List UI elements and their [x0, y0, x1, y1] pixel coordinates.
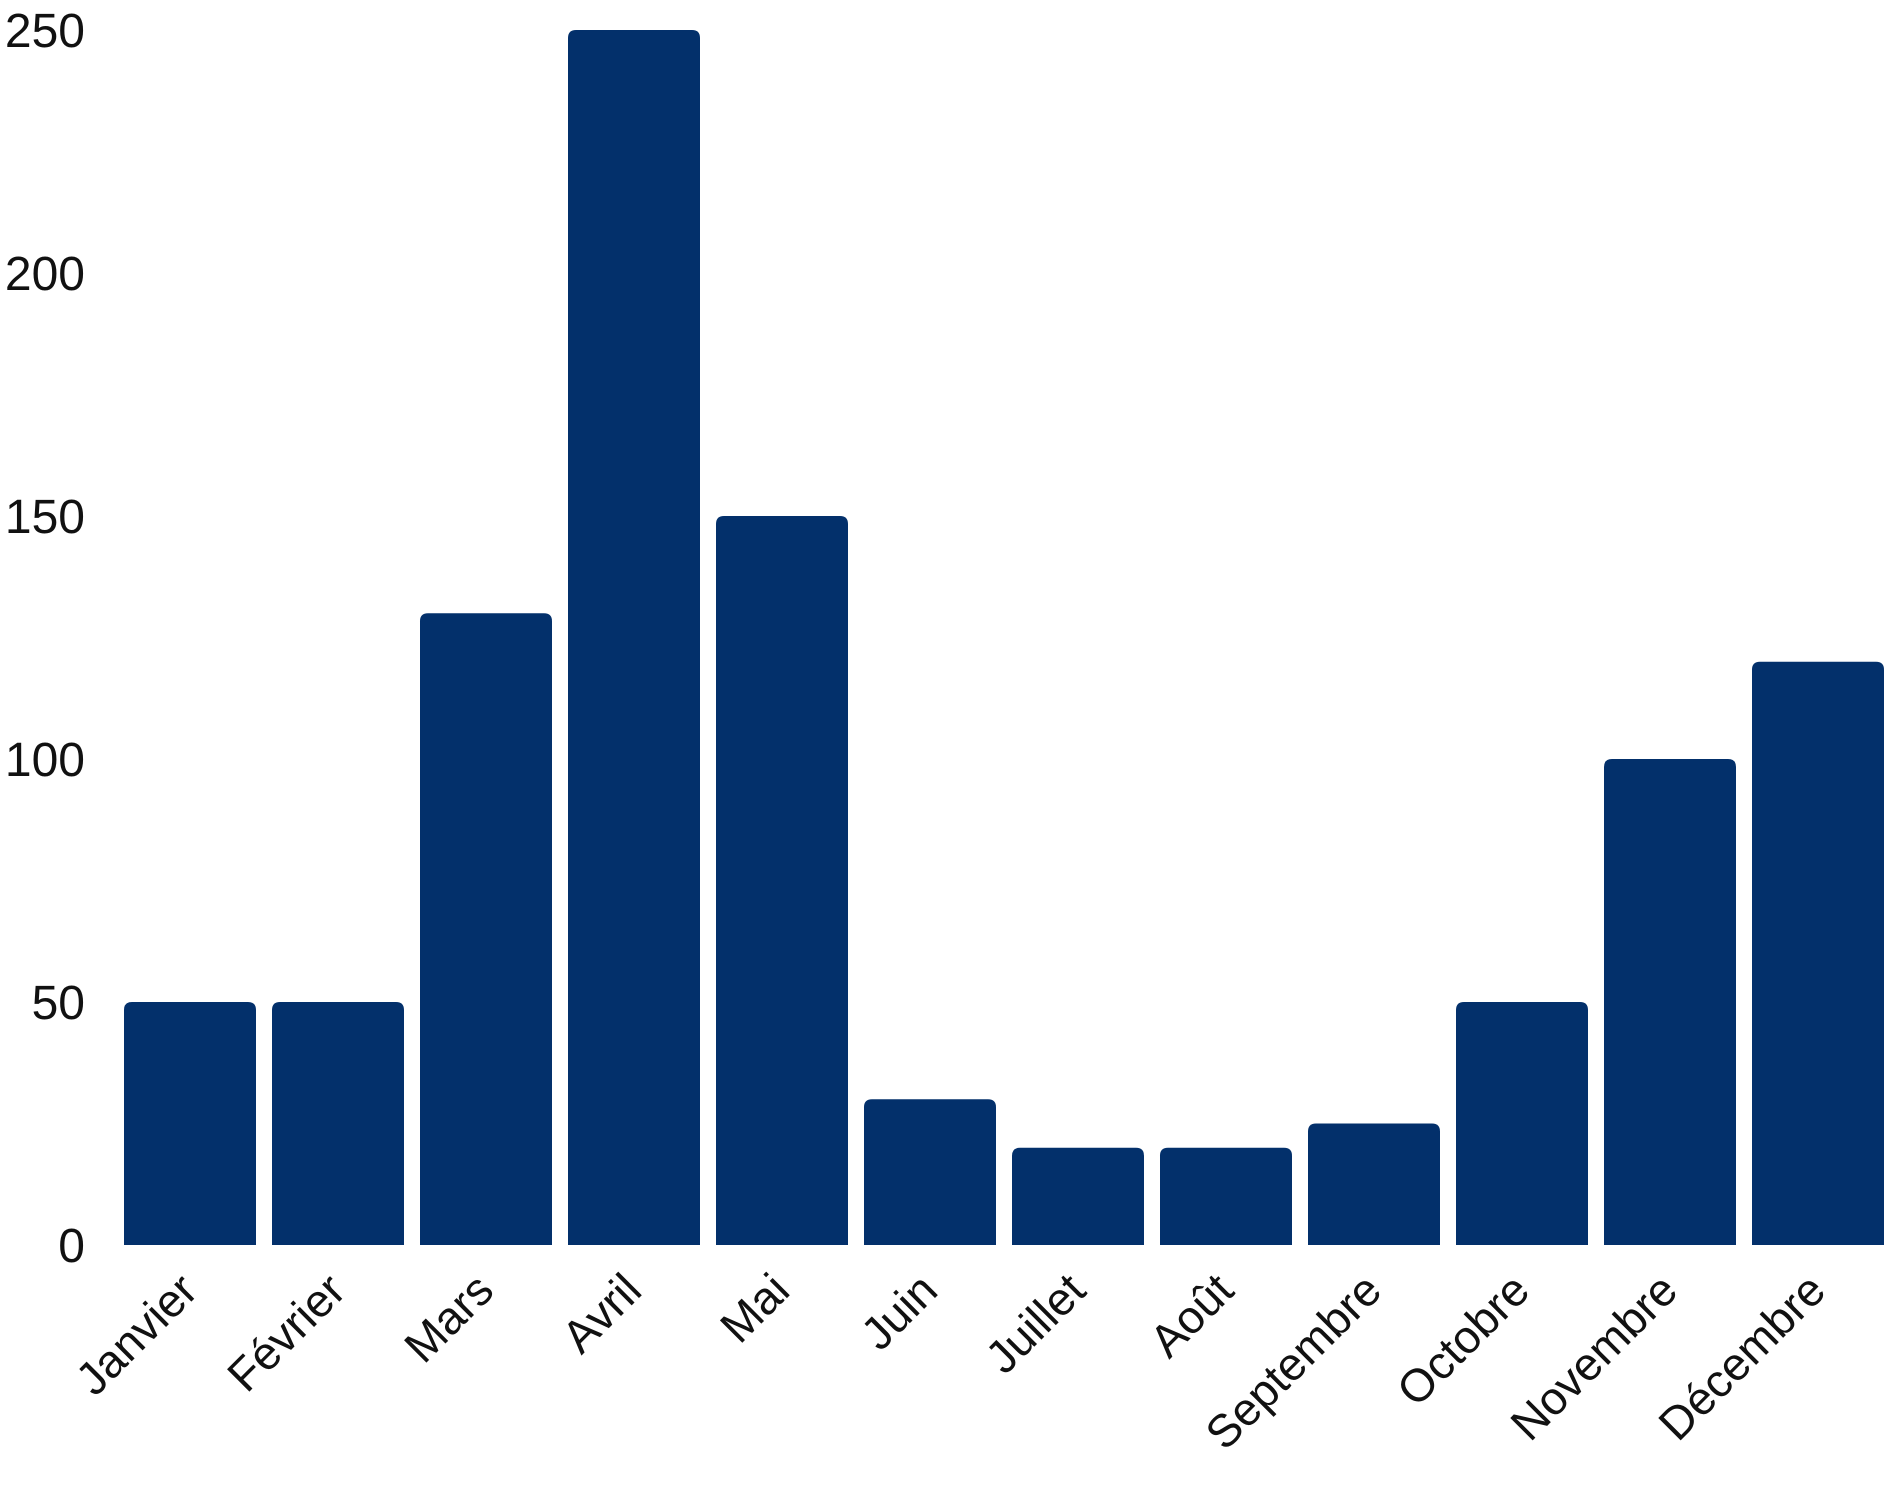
bar-octobre [1456, 1002, 1588, 1245]
bar-juillet [1012, 1147, 1144, 1245]
x-tick-label: Juillet [975, 1263, 1095, 1383]
bar-juin [864, 1099, 996, 1245]
bar-novembre [1604, 759, 1736, 1245]
bar-mars [420, 613, 552, 1245]
bars-group [124, 30, 1884, 1245]
bar-avril [568, 30, 700, 1245]
y-tick-label: 100 [5, 734, 85, 787]
x-tick-label: Octobre [1387, 1263, 1539, 1415]
x-tick-label: Avril [552, 1263, 651, 1362]
bar-décembre [1752, 661, 1884, 1245]
x-tick-label: Août [1139, 1263, 1243, 1367]
y-tick-label: 150 [5, 491, 85, 544]
x-tick-label: Février [217, 1263, 355, 1401]
y-tick-label: 50 [32, 977, 85, 1030]
y-tick-label: 0 [58, 1220, 85, 1273]
y-axis: 0 50 100 150 200 250 [5, 5, 85, 1273]
y-tick-label: 250 [5, 5, 85, 58]
x-tick-label: Juin [851, 1263, 947, 1359]
bar-mai [716, 516, 848, 1245]
bar-février [272, 1002, 404, 1245]
bar-août [1160, 1147, 1292, 1245]
x-tick-label: Mai [710, 1263, 799, 1352]
x-axis: Janvier Février Mars Avril Mai Juin Juillet Aoû… [65, 1263, 1835, 1459]
x-tick-label: Mars [394, 1263, 503, 1372]
bar-janvier [124, 1002, 256, 1245]
bar-septembre [1308, 1123, 1440, 1245]
x-tick-label: Janvier [65, 1263, 207, 1405]
y-tick-label: 200 [5, 248, 85, 301]
